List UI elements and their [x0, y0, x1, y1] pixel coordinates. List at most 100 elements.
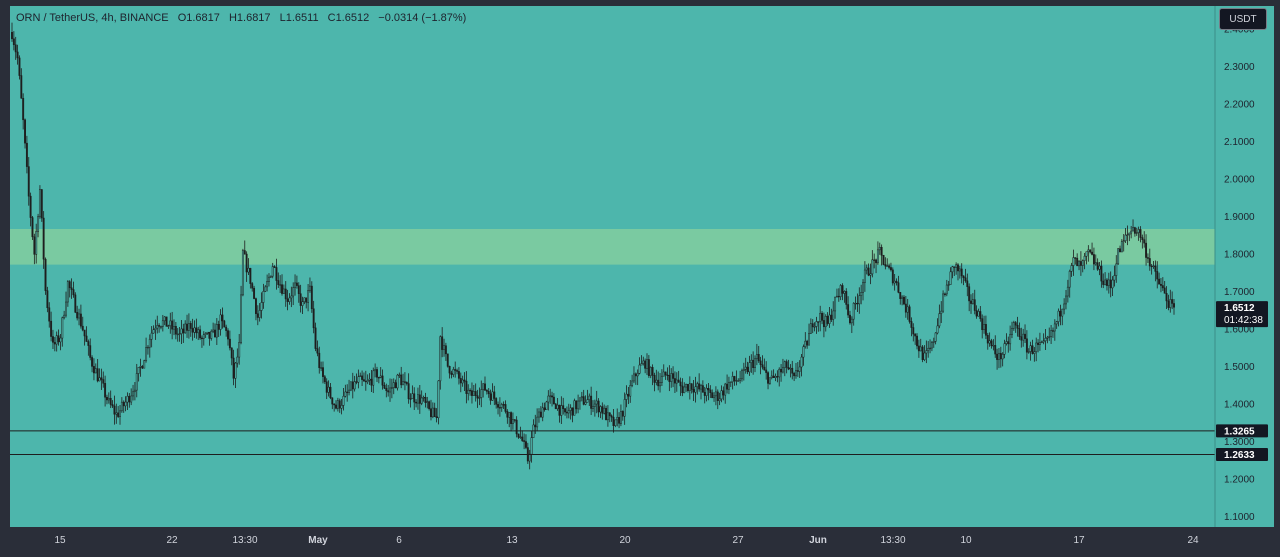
candle-body: [100, 377, 103, 380]
candle-body: [493, 391, 496, 399]
candle-body: [1065, 295, 1067, 305]
candle-body: [498, 407, 501, 409]
symbol-legend: ORN / TetherUS, 4h, BINANCE O1.6817 H1.6…: [16, 12, 472, 24]
candle-body: [277, 280, 280, 285]
candle-body: [979, 311, 982, 319]
candle-body: [938, 313, 941, 327]
candle-body: [396, 374, 399, 389]
candle-body: [135, 373, 138, 391]
candle-body: [755, 354, 758, 360]
price-axis-background[interactable]: [1215, 6, 1274, 527]
time-tick-label: 22: [166, 535, 178, 546]
candle-body: [916, 335, 918, 347]
currency-button[interactable]: USDT: [1219, 8, 1267, 30]
candle-body: [899, 292, 902, 299]
candle-body: [1085, 251, 1088, 257]
candle-body: [50, 320, 53, 337]
plot-background[interactable]: [10, 6, 1215, 527]
candle-body: [459, 378, 462, 384]
candle-body: [281, 284, 283, 294]
candle-body: [798, 366, 801, 372]
time-tick-label: 13:30: [880, 535, 905, 546]
candle-body: [305, 297, 308, 303]
candle-body: [547, 395, 550, 403]
candle-body: [960, 268, 963, 277]
candle-body: [27, 166, 30, 197]
candle-body: [262, 291, 265, 303]
candle-body: [16, 51, 19, 59]
candle-body: [949, 271, 952, 285]
candle-body: [1146, 257, 1149, 259]
candle-body: [888, 265, 891, 268]
candle-body: [1024, 333, 1026, 340]
candle-body: [1025, 338, 1028, 353]
candle-body: [832, 310, 835, 320]
candle-body: [971, 299, 974, 304]
candle-body: [66, 281, 69, 303]
candle-body: [428, 401, 431, 409]
candle-body: [392, 382, 395, 388]
candle-body: [523, 440, 526, 442]
candle-body: [1154, 265, 1157, 272]
candle-body: [646, 359, 648, 369]
candle-body: [694, 386, 697, 393]
candle-body: [852, 303, 855, 320]
candle-body: [718, 398, 721, 401]
candle-body: [63, 314, 66, 319]
candle-body: [525, 441, 527, 448]
candle-body: [713, 395, 715, 399]
candle-body: [279, 284, 282, 286]
candle-body: [1046, 337, 1049, 339]
candle-body: [1158, 278, 1161, 285]
candle-body: [195, 327, 198, 334]
candle-body: [631, 380, 634, 386]
time-axis-background[interactable]: [10, 527, 1274, 557]
candle-body: [474, 391, 477, 396]
candle-body: [163, 316, 166, 322]
candle-body: [217, 324, 220, 330]
candle-body: [489, 393, 492, 401]
candle-body: [1011, 327, 1013, 335]
candle-body: [670, 373, 673, 382]
candle-body: [774, 376, 777, 378]
candle-body: [171, 320, 174, 330]
candle-body: [336, 400, 339, 409]
candle-body: [750, 359, 753, 363]
candle-body: [309, 285, 311, 291]
candle-body: [618, 417, 621, 424]
candle-body: [793, 372, 796, 377]
candle-body: [1076, 257, 1079, 267]
candle-body: [627, 393, 630, 397]
candle-body: [789, 367, 792, 370]
candle-body: [405, 381, 408, 384]
candle-body: [273, 266, 276, 268]
candle-body: [20, 75, 23, 99]
candle-body: [957, 264, 959, 272]
candle-body: [372, 370, 375, 386]
candle-body: [808, 333, 810, 346]
candle-body: [333, 403, 336, 406]
candle-body: [1171, 299, 1174, 304]
candle-body: [880, 247, 883, 256]
candle-body: [1109, 279, 1112, 289]
candle-body: [335, 404, 337, 409]
candle-body: [683, 386, 686, 394]
candle-body: [359, 375, 362, 377]
candle-body: [573, 400, 576, 416]
resistance-zone: [10, 229, 1215, 265]
candle-body: [612, 416, 615, 426]
candle-body: [1050, 330, 1053, 337]
candle-body: [245, 253, 248, 273]
candle-body: [389, 387, 391, 393]
candle-body: [53, 342, 56, 345]
time-tick-label: 27: [732, 535, 744, 546]
candle-body: [869, 273, 872, 276]
candle-body: [908, 306, 911, 322]
candle-body: [1156, 271, 1159, 280]
candle-body: [430, 408, 432, 418]
candle-body: [465, 380, 468, 394]
candle-body: [1163, 287, 1166, 294]
candle-body: [1100, 265, 1103, 282]
candle-body: [616, 417, 619, 421]
